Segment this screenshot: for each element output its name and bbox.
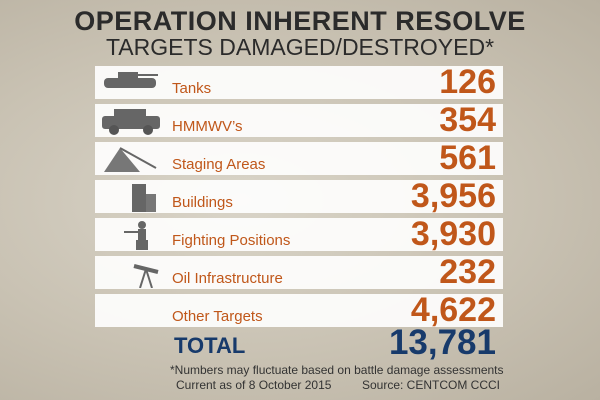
row-value: 4,622 [410, 291, 496, 329]
date: Current as of 8 October 2015 [176, 378, 332, 392]
row-label: Buildings [172, 194, 233, 211]
total-label: TOTAL [174, 333, 246, 358]
row-icon [100, 258, 160, 293]
row-bar [95, 256, 503, 289]
row-icon [100, 106, 164, 141]
total-value: 13,781 [388, 323, 496, 362]
row-icon [100, 220, 160, 255]
row-bar [95, 142, 503, 175]
row-value: 232 [439, 253, 496, 291]
row-label: Fighting Positions [172, 232, 291, 249]
source: Source: CENTCOM CCCI [361, 378, 500, 392]
row-label: Staging Areas [172, 156, 266, 173]
row-label: Other Targets [172, 308, 263, 325]
row-icon [100, 68, 160, 99]
row-label: Oil Infrastructure [172, 270, 283, 287]
row-icon [100, 144, 160, 179]
title: OPERATION INHERENT RESOLVE [74, 6, 526, 36]
row-bar [95, 218, 503, 251]
row-value: 3,956 [410, 177, 496, 215]
row-icon [100, 182, 160, 217]
row-bar [95, 66, 503, 99]
row-value: 354 [439, 101, 496, 139]
footnote: *Numbers may fluctuate based on battle d… [170, 363, 504, 377]
row-bar [95, 104, 503, 137]
row-value: 3,930 [410, 215, 496, 253]
row-label: Tanks [172, 80, 212, 97]
row-value: 561 [439, 139, 496, 177]
row-bar [95, 180, 503, 213]
row-value: 126 [439, 63, 496, 101]
row-bar [95, 294, 503, 327]
row-label: HMMWV’s [172, 118, 243, 135]
subtitle: TARGETS DAMAGED/DESTROYED* [105, 34, 495, 60]
